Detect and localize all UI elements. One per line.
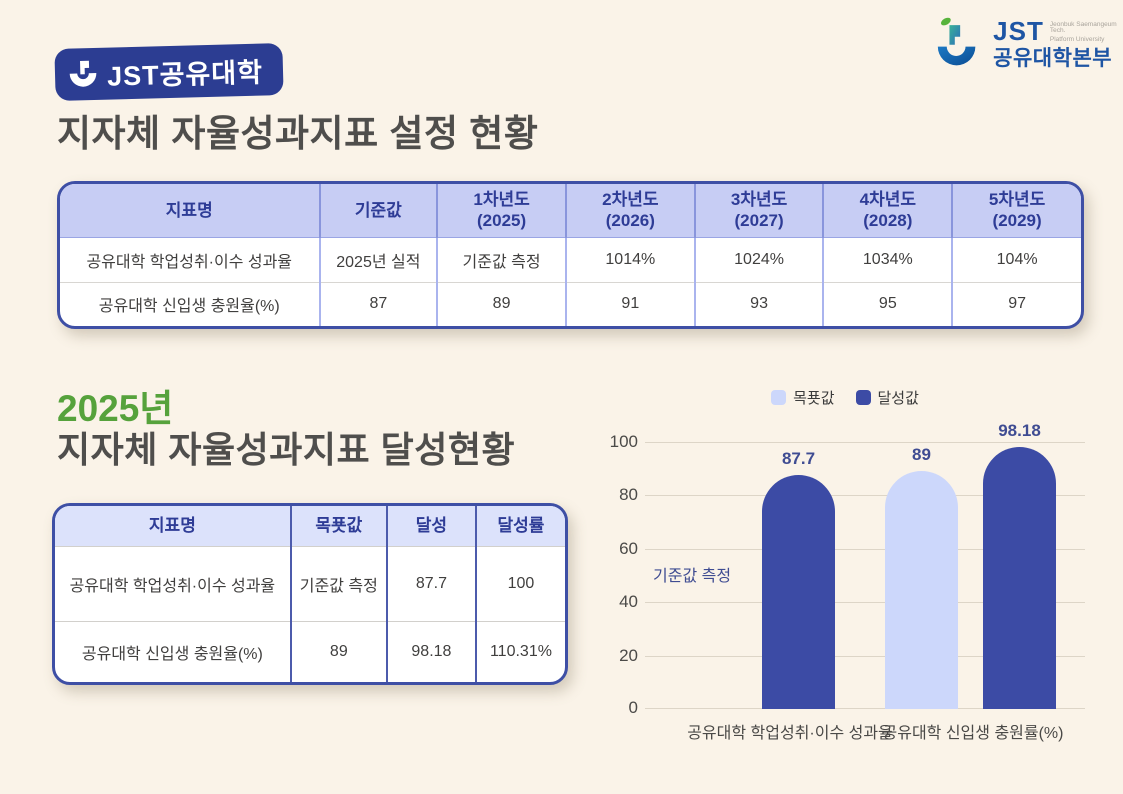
cell: 기준값 측정 bbox=[290, 546, 388, 622]
y-tick: 80 bbox=[619, 485, 638, 504]
col-header-year5: 5차년도 (2029) bbox=[952, 184, 1081, 238]
cell: 91 bbox=[565, 281, 696, 326]
leaf-icon bbox=[940, 17, 951, 26]
gridline bbox=[645, 442, 1085, 443]
org-logo-text: JST Jeonbuk Saemangeum Tech. Platform Un… bbox=[993, 18, 1123, 69]
cell: 93 bbox=[694, 281, 825, 326]
cell: 110.31% bbox=[475, 620, 565, 682]
bar-value-label: 98.18 bbox=[998, 421, 1041, 440]
gridline bbox=[645, 495, 1085, 496]
org-dept-label: 공유대학본부 bbox=[993, 46, 1113, 70]
cell: 95 bbox=[823, 281, 954, 326]
achievement-table-header-row: 지표명 목푯값 달성 달성률 bbox=[55, 506, 565, 547]
cell: 공유대학 신입생 충원율(%) bbox=[55, 620, 292, 682]
jst-smile-icon bbox=[69, 60, 97, 87]
cell: 97 bbox=[952, 281, 1081, 326]
gridline bbox=[645, 602, 1085, 603]
x-axis-label-category2: 공유대학 신입생 충원률(%) bbox=[882, 725, 1064, 742]
cell: 공유대학 학업성취·이수 성과율 bbox=[55, 546, 292, 622]
cell: 89 bbox=[437, 281, 567, 326]
bar-achieved-category2: 98.18 bbox=[983, 421, 1056, 709]
table-row: 공유대학 학업성취·이수 성과율 기준값 측정 87.7 100 bbox=[55, 546, 565, 622]
cell: 공유대학 신입생 충원율(%) bbox=[60, 281, 321, 326]
setting-table: 지표명 기준값 1차년도 (2025) 2차년도 (2026) 3차년도 (20… bbox=[57, 181, 1084, 329]
legend-label-target: 목푯값 bbox=[793, 390, 835, 407]
col-header-year3: 3차년도 (2027) bbox=[694, 184, 825, 238]
col-header-year2: 2차년도 (2026) bbox=[565, 184, 696, 238]
cell: 89 bbox=[290, 620, 388, 682]
table-row: 공유대학 신입생 충원율(%) 89 98.18 110.31% bbox=[55, 620, 565, 682]
cell: 98.18 bbox=[386, 620, 477, 682]
org-subtitle-line1: Jeonbuk Saemangeum Tech. bbox=[1049, 20, 1117, 34]
col-header-indicator: 지표명 bbox=[55, 506, 292, 547]
col-header-baseline: 기준값 bbox=[319, 184, 439, 238]
jst-university-mark-icon bbox=[937, 17, 976, 66]
section-achievement-title: 지자체 자율성과지표 달성현황 bbox=[57, 429, 516, 470]
gridline bbox=[645, 656, 1085, 657]
col-header-rate: 달성률 bbox=[475, 506, 565, 547]
col-header-target: 목푯값 bbox=[290, 506, 388, 547]
badge-label: JST공유대학 bbox=[106, 57, 264, 92]
table-row: 공유대학 신입생 충원율(%) 87 89 91 93 95 97 bbox=[60, 281, 1081, 326]
cell: 1034% bbox=[823, 237, 954, 283]
baseline-annotation: 기준값 측정 bbox=[653, 568, 732, 585]
col-header-achieved: 달성 bbox=[386, 506, 477, 547]
y-tick: 20 bbox=[619, 646, 638, 665]
x-axis-label-category1: 공유대학 학업성취·이수 성과율 bbox=[687, 725, 893, 742]
bar-value-label: 87.7 bbox=[781, 449, 816, 468]
jst-badge: JST공유대학 bbox=[54, 43, 284, 101]
cell: 1024% bbox=[694, 237, 825, 283]
col-header-indicator: 지표명 bbox=[60, 184, 321, 238]
plot-area: 100 80 60 40 20 0 기준값 측정 87.7 89 98.18 공… bbox=[610, 421, 1085, 742]
legend-swatch-target-icon bbox=[771, 390, 787, 405]
org-logo: JST Jeonbuk Saemangeum Tech. Platform Un… bbox=[928, 12, 1123, 74]
bar-chart: 목푯값 달성값 100 80 60 40 20 0 기준값 측정 87.7 89 bbox=[600, 383, 1105, 758]
bar-achieved-category1: 87.7 bbox=[762, 449, 835, 709]
table-row: 공유대학 학업성취·이수 성과율 2025년 실적 기준값 측정 1014% 1… bbox=[60, 237, 1081, 283]
legend-swatch-achieved-icon bbox=[855, 390, 871, 405]
cell: 2025년 실적 bbox=[319, 237, 439, 283]
cell: 100 bbox=[507, 574, 535, 592]
section-setting-title: 지자체 자율성과지표 설정 현황 bbox=[57, 113, 539, 154]
chart-legend: 목푯값 달성값 bbox=[600, 387, 1090, 408]
achievement-year-title: 2025년 bbox=[57, 388, 174, 429]
col-header-year4: 4차년도 (2028) bbox=[823, 184, 954, 238]
gridline bbox=[645, 708, 1085, 709]
gridline bbox=[645, 549, 1085, 550]
achievement-table: 지표명 목푯값 달성 달성률 공유대학 학업성취·이수 성과율 기준값 측정 8… bbox=[52, 503, 568, 685]
cell: 87 bbox=[319, 281, 439, 326]
org-subtitle: Jeonbuk Saemangeum Tech. Platform Univer… bbox=[1049, 20, 1123, 44]
bar-target-category2: 89 bbox=[885, 445, 958, 709]
col-header-year1: 1차년도 (2025) bbox=[437, 184, 567, 238]
org-subtitle-line2: Platform University bbox=[1049, 35, 1105, 43]
cell: 87.7 bbox=[386, 546, 477, 622]
cell: 기준값 측정 bbox=[437, 237, 567, 283]
y-tick: 0 bbox=[628, 698, 638, 717]
cell: 1014% bbox=[565, 237, 696, 283]
setting-table-header-row: 지표명 기준값 1차년도 (2025) 2차년도 (2026) 3차년도 (20… bbox=[60, 184, 1081, 238]
y-tick: 60 bbox=[619, 539, 638, 558]
cell: 104% bbox=[996, 250, 1038, 268]
legend-label-achieved: 달성값 bbox=[877, 390, 919, 407]
org-jst-label: JST bbox=[993, 15, 1044, 46]
y-tick: 40 bbox=[619, 592, 638, 611]
y-tick: 100 bbox=[609, 432, 638, 451]
cell: 공유대학 학업성취·이수 성과율 bbox=[60, 237, 321, 283]
bar-value-label: 89 bbox=[912, 445, 931, 464]
